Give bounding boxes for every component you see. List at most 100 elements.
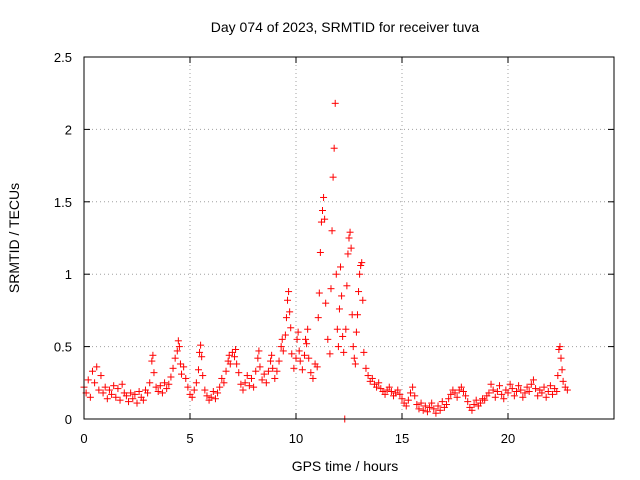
data-point: [314, 314, 322, 322]
data-point: [468, 406, 476, 414]
data-point: [203, 392, 211, 400]
data-point: [320, 193, 328, 201]
data-point: [184, 383, 192, 391]
data-point: [178, 370, 186, 378]
data-point: [267, 357, 275, 365]
data-point: [406, 389, 414, 397]
data-point: [563, 386, 571, 394]
data-point: [290, 364, 298, 372]
y-tick-label: 1: [65, 267, 72, 282]
data-point: [496, 382, 504, 390]
data-point: [258, 376, 266, 384]
data-point: [350, 354, 358, 362]
data-point: [417, 399, 425, 407]
data-point: [174, 337, 182, 345]
data-point: [319, 206, 326, 214]
data-point: [211, 395, 219, 403]
data-point: [95, 386, 103, 394]
data-point: [523, 383, 531, 391]
data-point: [326, 350, 334, 358]
data-point: [423, 408, 431, 416]
x-tick-label: 0: [80, 431, 87, 446]
data-point: [540, 383, 548, 391]
data-point: [445, 395, 453, 403]
data-point: [146, 379, 154, 387]
gridlines: [84, 57, 614, 419]
data-point: [163, 385, 171, 393]
data-point: [231, 353, 239, 361]
data-point: [279, 347, 287, 355]
data-point: [218, 374, 226, 382]
data-point: [309, 374, 317, 382]
data-point: [91, 379, 99, 387]
data-point: [275, 357, 283, 365]
data-point: [472, 396, 480, 404]
data-point: [360, 348, 368, 356]
data-point: [112, 393, 120, 401]
data-point: [559, 377, 567, 385]
data-point: [256, 363, 264, 371]
data-point: [250, 383, 258, 391]
data-point: [149, 351, 157, 359]
x-axis-label: GPS time / hours: [292, 458, 399, 474]
data-point: [255, 347, 263, 355]
x-tick-label: 10: [289, 431, 303, 446]
data-point: [521, 389, 529, 397]
data-point: [190, 386, 198, 394]
data-point: [332, 270, 340, 278]
data-point: [375, 379, 383, 387]
data-point: [481, 396, 489, 404]
data-point: [554, 372, 562, 380]
data-point: [295, 347, 303, 355]
data-point: [269, 364, 277, 372]
data-point: [434, 402, 442, 410]
data-point: [198, 353, 206, 361]
data-point: [296, 357, 304, 365]
data-point: [335, 305, 343, 313]
data-point: [381, 390, 389, 398]
data-point: [557, 354, 565, 362]
y-tick-label: 2.5: [54, 50, 72, 65]
data-point: [298, 366, 306, 374]
data-point: [436, 406, 444, 414]
data-point: [329, 173, 337, 181]
data-point: [302, 335, 310, 343]
data-point: [419, 406, 427, 414]
data-point: [357, 262, 365, 270]
data-point: [169, 364, 177, 372]
data-point: [457, 383, 465, 391]
axis-ticks: [83, 56, 614, 420]
data-point: [116, 396, 124, 404]
data-point: [99, 389, 107, 397]
data-point: [330, 144, 338, 152]
data-point: [139, 396, 147, 404]
data-point: [158, 389, 166, 397]
data-point: [201, 386, 209, 394]
data-point: [122, 392, 130, 400]
data-point: [426, 403, 434, 411]
data-point: [508, 385, 516, 393]
data-point: [356, 270, 364, 278]
data-point: [176, 360, 184, 368]
data-point: [362, 364, 370, 372]
data-point: [430, 405, 438, 413]
data-point: [86, 393, 94, 401]
data-point: [327, 285, 335, 293]
data-point: [303, 340, 311, 348]
data-point: [273, 367, 281, 375]
data-point: [247, 374, 255, 382]
data-point: [285, 288, 293, 296]
y-tick-label: 2: [65, 122, 72, 137]
y-tick-label: 0: [65, 412, 72, 427]
data-point: [264, 367, 272, 375]
data-point: [353, 311, 361, 319]
data-point: [500, 395, 508, 403]
data-point: [228, 348, 236, 356]
chart-title: Day 074 of 2023, SRMTID for receiver tuv…: [211, 19, 480, 35]
data-point: [438, 398, 446, 406]
data-point: [421, 402, 429, 410]
data-point: [173, 347, 181, 355]
data-point: [349, 343, 357, 351]
data-point: [281, 331, 289, 339]
data-point: [271, 374, 279, 382]
